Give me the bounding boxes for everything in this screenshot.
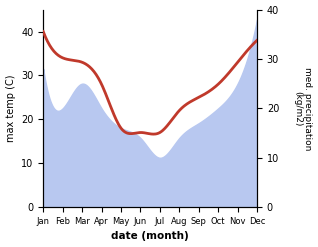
X-axis label: date (month): date (month) xyxy=(111,231,189,242)
Y-axis label: max temp (C): max temp (C) xyxy=(5,75,16,142)
Y-axis label: med. precipitation
(kg/m2): med. precipitation (kg/m2) xyxy=(293,67,313,150)
